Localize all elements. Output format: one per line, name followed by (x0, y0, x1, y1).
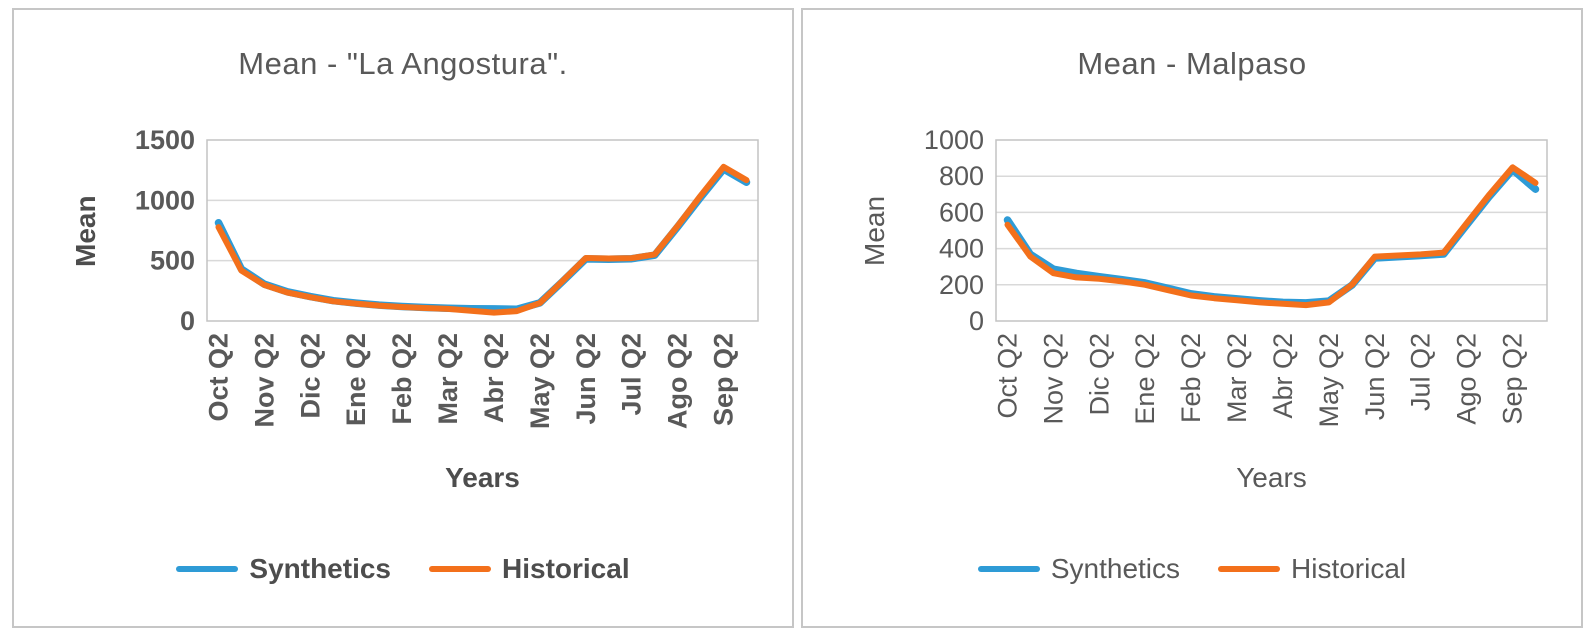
x-tick-label: Feb Q2 (1176, 333, 1206, 423)
chart-panel-malpaso: 0 200 400 600 800 1000 Oct Q2 Nov Q2 Dic Q2 Ene Q… (801, 8, 1583, 628)
y-tick-label: 500 (150, 246, 195, 276)
x-tick-label: Dic Q2 (1084, 333, 1114, 416)
x-tick-label: Jun Q2 (571, 333, 601, 425)
plot-area: 0 200 400 600 800 1000 Oct Q2 Nov Q2 Dic Q2 Ene Q… (924, 125, 1548, 428)
x-tick-label: Oct Q2 (992, 333, 1022, 419)
x-tick-label: Jun Q2 (1360, 333, 1390, 420)
x-tick-label: Jul Q2 (617, 333, 647, 416)
series-line-historical (215, 163, 750, 316)
y-tick-label: 600 (939, 197, 984, 227)
x-tick-label: Abr Q2 (1268, 333, 1298, 419)
chart-title: Mean - Malpaso (1077, 46, 1307, 81)
y-tick-label: 1500 (135, 125, 195, 155)
chart-panel-la-angostura: 0 500 1000 1500 Oct Q2 Nov Q2 Dic Q2 Ene Q2 Feb … (12, 8, 794, 628)
legend-label-historical: Historical (1291, 553, 1407, 584)
legend: Synthetics Historical (803, 553, 1581, 585)
x-tick-label: May Q2 (1314, 333, 1344, 428)
y-axis-title: Mean (859, 195, 890, 267)
x-tick-label: Abr Q2 (479, 333, 509, 423)
chart-title: Mean - "La Angostura". (238, 46, 568, 81)
x-tick-label: Ene Q2 (341, 333, 371, 426)
x-tick-label: Jul Q2 (1406, 333, 1436, 411)
x-tick-label: Ene Q2 (1130, 333, 1160, 425)
y-tick-label: 0 (180, 306, 195, 336)
legend-label-synthetics: Synthetics (249, 553, 391, 584)
legend: Synthetics Historical (14, 553, 792, 585)
legend-label-synthetics: Synthetics (1050, 553, 1181, 584)
legend-label-historical: Historical (502, 553, 630, 584)
x-tick-label: Feb Q2 (387, 333, 417, 425)
x-tick-label: Ago Q2 (1452, 333, 1482, 425)
y-tick-label: 1000 (135, 185, 195, 215)
x-tick-label: Sep Q2 (1498, 333, 1528, 425)
y-tick-label: 1000 (924, 125, 984, 155)
x-tick-label: Nov Q2 (249, 333, 279, 428)
series-line-historical (1004, 164, 1539, 309)
legend-item-historical: Historical (429, 553, 630, 585)
legend-item-synthetics: Synthetics (977, 553, 1181, 585)
plot-area: 0 500 1000 1500 Oct Q2 Nov Q2 Dic Q2 Ene Q2 Feb … (135, 125, 759, 429)
x-axis-title: Years (1236, 462, 1307, 493)
y-tick-label: 400 (939, 234, 984, 264)
x-tick-label: Oct Q2 (203, 333, 233, 422)
legend-line-swatch-synthetics (176, 566, 239, 573)
x-tick-label: Dic Q2 (295, 333, 325, 419)
x-tick-label: Mar Q2 (433, 333, 463, 425)
legend-item-historical: Historical (1218, 553, 1407, 585)
y-tick-label: 0 (969, 306, 984, 336)
y-axis-title: Mean (70, 195, 101, 267)
x-tick-label: Nov Q2 (1038, 333, 1068, 425)
plot-border (995, 139, 1548, 322)
x-tick-label: Ago Q2 (663, 333, 693, 429)
legend-line-swatch-historical (1218, 566, 1281, 573)
y-tick-label: 200 (939, 270, 984, 300)
legend-item-synthetics: Synthetics (176, 553, 391, 585)
x-tick-label: May Q2 (525, 333, 555, 429)
legend-line-swatch-synthetics (977, 566, 1040, 573)
y-tick-label: 800 (939, 161, 984, 191)
plot-border (206, 139, 759, 322)
x-axis-title: Years (445, 462, 520, 493)
legend-line-swatch-historical (429, 566, 491, 573)
x-tick-label: Mar Q2 (1222, 333, 1252, 423)
x-tick-label: Sep Q2 (709, 333, 739, 426)
